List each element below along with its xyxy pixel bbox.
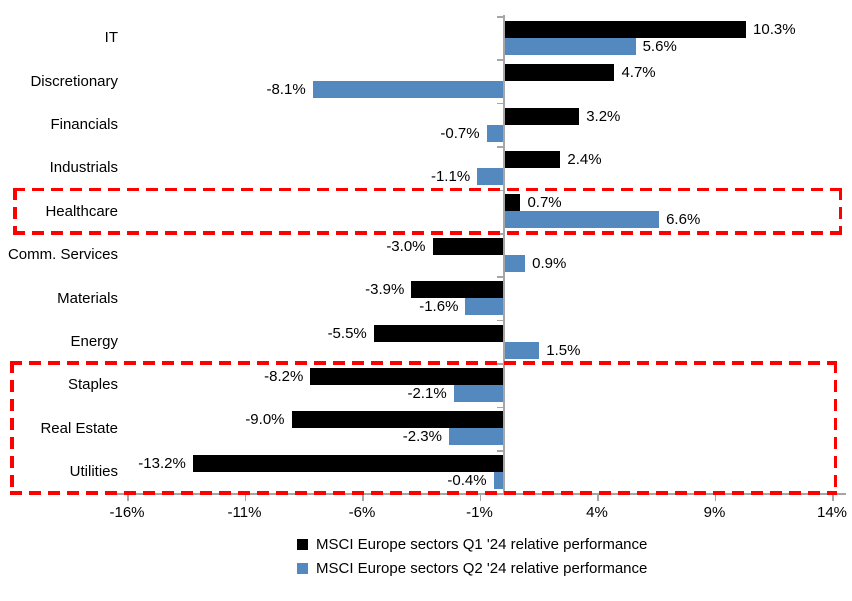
category-tick — [497, 59, 504, 61]
highlight-box-defensives-bottom-edge — [10, 491, 837, 495]
bar-q1 — [504, 107, 580, 125]
value-label: 6.6% — [666, 211, 701, 229]
value-label: -9.0% — [245, 411, 285, 429]
x-tick-label: 4% — [586, 504, 608, 522]
value-label: 0.7% — [527, 194, 562, 212]
category-label-staples: Staples — [67, 376, 118, 394]
value-label: 3.2% — [586, 107, 621, 125]
legend: MSCI Europe sectors Q1 '24 relative perf… — [297, 536, 647, 577]
legend-label-q2: MSCI Europe sectors Q2 '24 relative perf… — [316, 560, 648, 577]
x-tick-label: -1% — [466, 504, 493, 522]
q1-series-swatch-icon — [297, 539, 308, 550]
highlight-box-defensives-top-edge — [10, 361, 837, 365]
value-label: 0.9% — [532, 254, 567, 272]
value-label: -13.2% — [138, 454, 186, 472]
value-label: -3.0% — [386, 237, 426, 255]
value-label: 10.3% — [753, 20, 796, 38]
bar-q2 — [504, 254, 526, 272]
bar-q2 — [493, 471, 503, 489]
x-axis-tick — [714, 493, 716, 502]
category-label-materials: Materials — [57, 289, 118, 307]
value-label: -0.7% — [440, 124, 480, 142]
category-tick — [497, 16, 504, 18]
value-label: -2.1% — [407, 384, 447, 402]
bar-q2 — [486, 124, 503, 142]
category-tick — [497, 102, 504, 105]
legend-item-q2: MSCI Europe sectors Q2 '24 relative perf… — [297, 560, 647, 577]
value-label: -8.1% — [266, 81, 306, 99]
x-tick-label: -11% — [227, 504, 262, 522]
value-label: -5.5% — [327, 324, 367, 342]
bar-q2 — [453, 384, 503, 402]
x-tick-label: 14% — [816, 504, 848, 522]
legend-label-q1: MSCI Europe sectors Q1 '24 relative perf… — [316, 536, 648, 553]
category-label-energy: Energy — [70, 332, 118, 350]
category-tick — [497, 406, 504, 409]
value-label: -1.1% — [430, 167, 471, 185]
category-label-comm-services: Comm. Services — [7, 246, 118, 264]
category-tick — [497, 450, 504, 452]
category-tick — [497, 146, 504, 148]
bar-q1 — [411, 281, 503, 299]
bar-q1 — [432, 237, 503, 255]
x-tick-label: 9% — [703, 504, 726, 522]
category-label-it: IT — [104, 29, 118, 47]
category-tick — [497, 319, 504, 322]
bar-q2 — [504, 37, 636, 55]
highlight-box-healthcare-left-edge — [13, 187, 17, 235]
value-label: -1.6% — [419, 298, 459, 316]
value-label: -3.9% — [365, 281, 405, 299]
value-label: 4.7% — [621, 64, 656, 82]
category-label-industrials: Industrials — [49, 159, 118, 177]
value-label: -0.4% — [447, 471, 487, 489]
category-label-discretionary: Discretionary — [30, 72, 118, 90]
bar-q2 — [477, 167, 503, 185]
x-axis-tick — [479, 493, 481, 502]
q2-series-swatch-icon — [297, 563, 308, 574]
value-label: -8.2% — [264, 367, 304, 385]
value-label: 5.6% — [642, 37, 677, 55]
highlight-box-healthcare-bottom-edge — [13, 231, 842, 235]
bar-q1 — [504, 64, 615, 82]
bar-q1 — [192, 454, 503, 472]
highlight-box-defensives-right-edge — [833, 361, 837, 495]
x-axis-tick — [244, 493, 246, 502]
value-label: 2.4% — [567, 150, 602, 168]
bar-q1 — [504, 194, 521, 212]
bar-q1 — [373, 324, 503, 342]
category-label-healthcare: Healthcare — [45, 202, 118, 220]
x-tick-label: -16% — [109, 504, 145, 522]
x-axis-tick — [362, 493, 364, 502]
bar-q2 — [448, 428, 503, 446]
bar-q1 — [310, 367, 503, 385]
value-label: -2.3% — [402, 428, 442, 446]
bar-q1 — [504, 150, 561, 168]
category-tick — [497, 276, 504, 278]
category-label-utilities: Utilities — [69, 463, 118, 481]
bar-q2 — [504, 341, 540, 359]
value-label: 1.5% — [546, 341, 581, 359]
bar-q2 — [465, 298, 503, 316]
x-tick-label: -6% — [348, 504, 376, 522]
bar-q2 — [312, 81, 503, 99]
legend-item-q1: MSCI Europe sectors Q1 '24 relative perf… — [297, 536, 647, 553]
highlight-box-healthcare-right-edge — [838, 187, 842, 235]
x-axis-tick — [832, 493, 834, 502]
bar-q2 — [504, 211, 660, 229]
x-axis-tick — [597, 493, 599, 502]
highlight-box-defensives-left-edge — [10, 361, 14, 495]
y-axis-line — [503, 15, 505, 494]
highlight-box-healthcare-top-edge — [13, 187, 842, 192]
x-axis-tick — [127, 493, 129, 502]
category-label-financials: Financials — [50, 115, 118, 133]
category-label-real-estate: Real Estate — [40, 419, 118, 437]
bar-q1 — [504, 20, 747, 38]
bar-q1 — [291, 411, 503, 429]
